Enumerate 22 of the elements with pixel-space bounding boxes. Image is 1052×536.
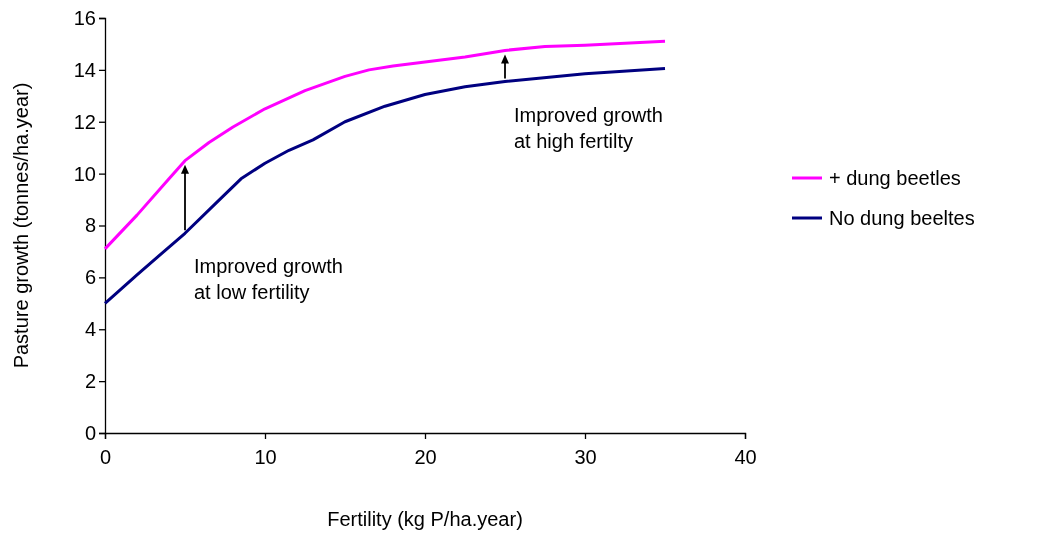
legend-label: + dung beetles: [829, 167, 961, 189]
line-series: [103, 39, 667, 251]
x-tick-label: 0: [99, 446, 112, 468]
y-axis-title: Pasture growth (tonnes/ha.year): [10, 82, 32, 369]
y-tick-label: 4: [84, 318, 96, 341]
legend-label: No dung beeltes: [829, 207, 975, 229]
annotation: Improved growth at high fertilty: [514, 103, 663, 152]
x-axis-title: Fertility (kg P/ha.year): [327, 508, 523, 530]
x-tick-label: 20: [414, 446, 437, 468]
line-series: [103, 67, 667, 305]
x-tick-label: 30: [574, 446, 597, 468]
y-tick-label: 12: [73, 110, 96, 133]
x-tick-label: 40: [734, 446, 757, 468]
x-tick-label: 10: [254, 446, 277, 468]
y-tick-label: 10: [73, 162, 96, 185]
annotation: Improved growth at low fertility: [194, 255, 343, 304]
y-tick-label: 16: [73, 6, 96, 29]
y-tick-label: 14: [73, 58, 96, 81]
y-tick-label: 0: [84, 421, 96, 444]
y-tick-label: 6: [84, 266, 96, 289]
y-tick-label: 8: [84, 214, 96, 237]
y-tick-label: 2: [84, 370, 96, 393]
